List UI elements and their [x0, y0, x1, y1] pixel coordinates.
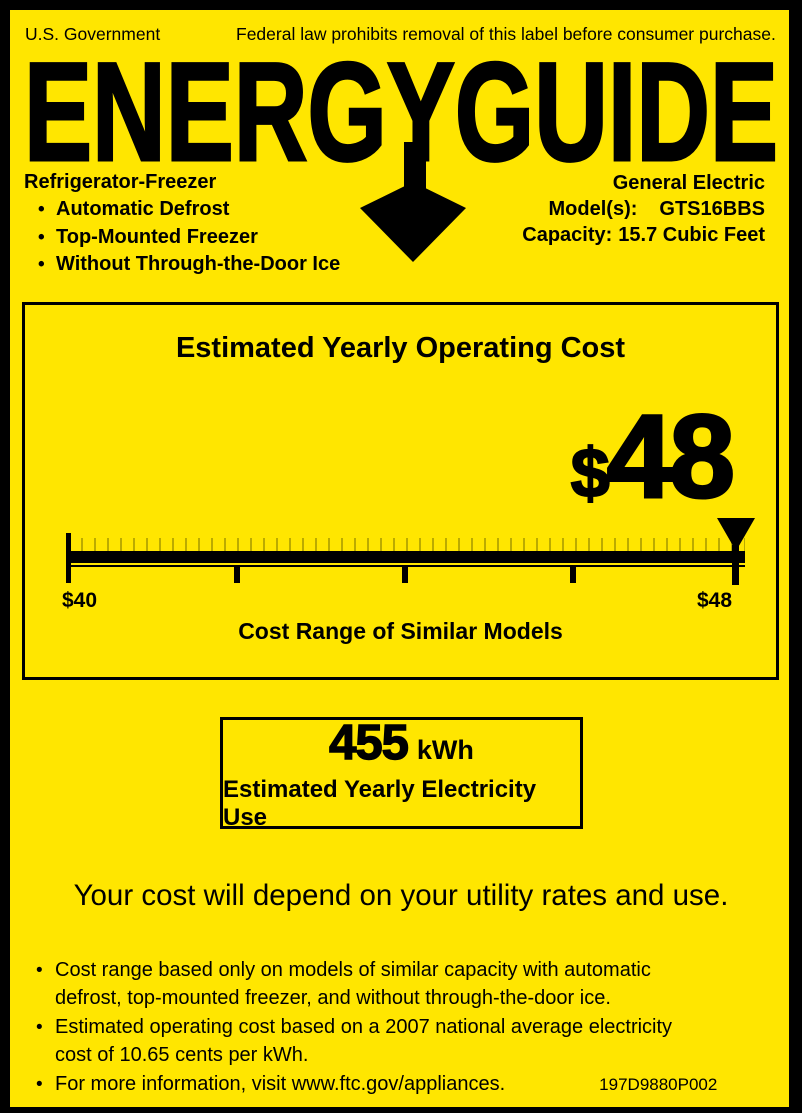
- footnote-text: Estimated operating cost based on a 2007…: [55, 1016, 673, 1066]
- feature-list: • Automatic Defrost • Top-Mounted Freeze…: [38, 196, 340, 279]
- kwh-value: 455: [328, 715, 409, 771]
- bullet-icon: •: [36, 1074, 43, 1095]
- electricity-use-caption: Estimated Yearly Electricity Use: [223, 775, 537, 831]
- bullet-icon: •: [36, 960, 43, 981]
- cost-amount: 48: [605, 390, 736, 525]
- scale-tick-q3: [570, 567, 576, 583]
- manufacturer-name: General Electric: [612, 172, 765, 194]
- us-government-text: U.S. Government: [25, 24, 161, 44]
- feature-item: • Without Through-the-Door Ice: [38, 251, 340, 279]
- operating-cost-title: Estimated Yearly Operating Cost: [175, 332, 626, 364]
- footnote-list: • Cost range based only on models of sim…: [36, 957, 776, 1101]
- scale-caption: Cost Range of Similar Models: [238, 618, 563, 644]
- footnote-text: For more information, visit www.ftc.gov/…: [55, 1073, 506, 1095]
- utility-rates-disclaimer: Your cost will depend on your utility ra…: [73, 879, 729, 912]
- operating-cost-box: Estimated Yearly Operating Cost $48 $40 …: [22, 302, 779, 680]
- feature-label: Automatic Defrost: [56, 198, 230, 220]
- model-line: Model(s): GTS16BBS: [522, 196, 765, 222]
- electricity-use-line: 455 kWh: [328, 715, 474, 771]
- scale-tick-min: [66, 533, 71, 583]
- currency-symbol: $: [570, 433, 611, 513]
- capacity-value: 15.7 Cubic Feet: [618, 224, 765, 246]
- feature-item: • Top-Mounted Freezer: [38, 224, 340, 252]
- kwh-unit: kWh: [416, 734, 474, 765]
- capacity-line: Capacity: 15.7 Cubic Feet: [522, 222, 765, 248]
- manufacturer-block: General Electric Model(s): GTS16BBS Capac…: [522, 170, 765, 248]
- footnote-item: • Cost range based only on models of sim…: [36, 957, 776, 1012]
- yearly-cost-value: $48: [570, 389, 737, 525]
- scale-max-label: $48: [697, 589, 733, 612]
- scale-bar-inner-line: [68, 563, 745, 565]
- footnote-item: • Estimated operating cost based on a 20…: [36, 1014, 776, 1069]
- down-arrow-icon: [360, 142, 466, 262]
- energyguide-logo: ENERGYGUIDE: [23, 55, 780, 165]
- label-border-left: [0, 0, 10, 1113]
- cost-marker-stem: [732, 545, 739, 585]
- model-label: Model(s):: [548, 198, 638, 220]
- feature-item: • Automatic Defrost: [38, 196, 340, 224]
- label-border-top: [0, 0, 802, 10]
- bullet-icon: •: [36, 1017, 43, 1038]
- feature-label: Without Through-the-Door Ice: [56, 253, 341, 275]
- scale-tick-q1: [234, 567, 240, 583]
- logo-text: ENERGYGUIDE: [24, 55, 778, 165]
- footnote-item: • For more information, visit www.ftc.go…: [36, 1071, 776, 1099]
- federal-law-notice: Federal law prohibits removal of this la…: [236, 24, 776, 44]
- cost-scale-bar: [68, 551, 745, 567]
- capacity-label: Capacity:: [522, 224, 613, 246]
- scale-minor-ticks: [68, 538, 745, 551]
- footnote-text: Cost range based only on models of simil…: [55, 959, 651, 1009]
- bullet-icon: •: [38, 226, 45, 248]
- label-border-right: [789, 0, 802, 1113]
- model-value: GTS16BBS: [659, 198, 765, 220]
- electricity-use-box: 455 kWh Estimated Yearly Electricity Use: [220, 715, 583, 831]
- appliance-category: Refrigerator-Freezer: [24, 171, 217, 193]
- label-border-bottom: [0, 1107, 802, 1113]
- scale-min-label: $40: [62, 589, 98, 612]
- feature-label: Top-Mounted Freezer: [56, 225, 258, 248]
- bullet-icon: •: [38, 254, 45, 275]
- part-number: 197D9880P002: [599, 1075, 718, 1094]
- bullet-icon: •: [38, 199, 45, 220]
- scale-tick-q2: [402, 567, 408, 583]
